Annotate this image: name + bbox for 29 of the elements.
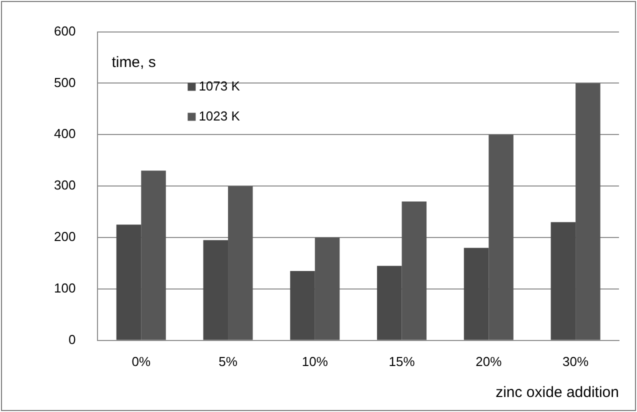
y-tick-label: 0 <box>68 332 76 347</box>
bar <box>314 238 340 340</box>
legend-label: 1073 K <box>198 78 240 94</box>
bar <box>402 202 427 340</box>
y-tick-label: 600 <box>54 23 76 38</box>
x-tick-label: 15% <box>388 354 416 369</box>
bar <box>203 240 228 340</box>
x-tick-label: 5% <box>218 354 238 369</box>
bar <box>550 222 576 340</box>
x-axis-title: zinc oxide addition <box>496 384 619 402</box>
y-tick-label: 500 <box>54 74 76 90</box>
bar <box>488 134 514 340</box>
bar <box>290 270 315 340</box>
y-tick-label: 100 <box>54 280 76 296</box>
y-tick-label: 400 <box>54 126 76 142</box>
y-axis-title: time, s <box>112 54 156 71</box>
bar <box>228 186 253 340</box>
x-tick-label: 0% <box>132 354 151 369</box>
legend-label: 1023 K <box>198 108 240 124</box>
bar <box>377 266 402 340</box>
y-tick-label: 300 <box>54 178 76 193</box>
bar <box>576 83 600 340</box>
y-tick-label: 200 <box>54 229 76 244</box>
x-tick-label: 30% <box>562 354 589 369</box>
x-tick-label: 10% <box>302 354 328 369</box>
bar <box>464 248 489 340</box>
x-tick-label: 20% <box>476 354 502 369</box>
bar <box>116 224 142 340</box>
bar <box>141 170 166 340</box>
